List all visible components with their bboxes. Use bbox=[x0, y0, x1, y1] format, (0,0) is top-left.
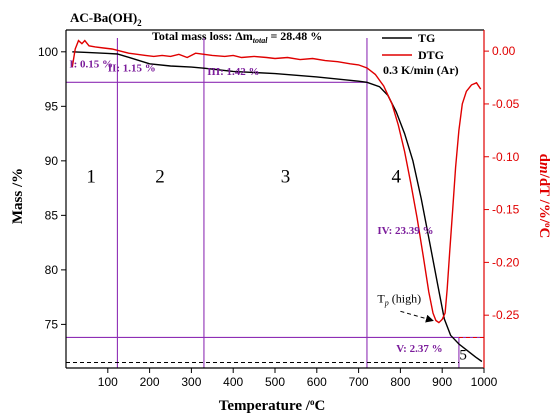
step-annotation: III: 1.42 % bbox=[207, 66, 259, 78]
x-tick-label: 700 bbox=[349, 375, 369, 389]
y-left-tick-label: 80 bbox=[45, 263, 59, 277]
peak-label-sub: p bbox=[384, 299, 389, 308]
x-tick-label: 200 bbox=[140, 375, 160, 389]
mass-loss-prefix: Total mass loss: Δm bbox=[152, 29, 253, 43]
y-left-axis-title: Mass /% bbox=[10, 168, 26, 224]
x-tick-label: 400 bbox=[223, 375, 243, 389]
y-right-axis-title: dm/dT /%/oC bbox=[536, 154, 550, 239]
peak-label-suffix: (high) bbox=[389, 292, 421, 306]
legend: TG DTG bbox=[382, 31, 444, 62]
peak-arrow bbox=[400, 310, 434, 323]
region-label: 1 bbox=[86, 167, 96, 188]
y-right-title-degree: o bbox=[543, 223, 550, 228]
y-right-title-unit: C bbox=[536, 228, 550, 239]
y-left-tick-label: 85 bbox=[45, 208, 59, 222]
heating-condition-label: 0.3 K/min (Ar) bbox=[383, 63, 459, 77]
y-left-tick-label: 100 bbox=[38, 45, 58, 59]
x-axis-title-degree: o bbox=[310, 397, 315, 407]
chart-title: AC-Ba(OH)2 bbox=[70, 10, 142, 28]
chart-title-sub: 2 bbox=[137, 18, 142, 28]
legend-tg-label: TG bbox=[418, 31, 435, 45]
x-axis-title: Temperature /oC bbox=[219, 397, 326, 414]
peak-label-main: T bbox=[377, 292, 385, 306]
y-right-title-m: m bbox=[536, 162, 550, 174]
y-left-tick-label: 95 bbox=[45, 99, 59, 113]
x-tick-label: 900 bbox=[432, 375, 452, 389]
axes: 100 200 300 400 500 600 700 800 900 1000 75 80 85 90 9… bbox=[38, 29, 520, 389]
x-tick-label: 300 bbox=[181, 375, 201, 389]
region-label-5: 5 bbox=[459, 347, 467, 363]
region-label: 4 bbox=[391, 167, 401, 188]
chart-title-main: AC-Ba(OH) bbox=[70, 10, 137, 25]
y-right-tick-label: -0.25 bbox=[492, 308, 520, 322]
x-axis-title-main: Temperature / bbox=[219, 398, 311, 414]
y-right-title-rest: /dT /%/ bbox=[536, 173, 550, 224]
mass-loss-sub: total bbox=[253, 36, 268, 45]
peak-temperature-label: Tp (high) bbox=[377, 292, 421, 308]
y-right-tick-label: -0.10 bbox=[492, 150, 520, 164]
annotations: 1 2 3 4 5 I: 0.15 %II: 1.15 % III: 1.42 % IV: 2… bbox=[69, 59, 467, 364]
x-tick-label: 500 bbox=[265, 375, 285, 389]
legend-dtg-label: DTG bbox=[418, 48, 444, 62]
y-right-tick-label: -0.20 bbox=[492, 255, 520, 269]
series-line-dtg bbox=[71, 39, 482, 324]
y-right-title-dm: d bbox=[536, 154, 550, 163]
x-tick-label: 800 bbox=[390, 375, 410, 389]
step-annotation: IV: 23.39 % bbox=[377, 225, 433, 237]
x-tick-label: 1000 bbox=[471, 375, 498, 389]
step-annotation: V: 2.37 % bbox=[396, 343, 442, 355]
series-lines bbox=[71, 39, 483, 363]
step-annotation: II: 1.15 % bbox=[108, 62, 156, 74]
y-right-tick-label: -0.05 bbox=[492, 97, 520, 111]
guide-lines bbox=[66, 38, 484, 368]
y-right-tick-label: 0.00 bbox=[492, 44, 516, 58]
region-label: 3 bbox=[281, 167, 291, 188]
region-label: 2 bbox=[155, 167, 165, 188]
y-right-tick-label: -0.15 bbox=[492, 203, 520, 217]
series-line-tg bbox=[72, 51, 483, 363]
total-mass-loss-annotation: Total mass loss: Δmtotal = 28.48 % bbox=[152, 29, 322, 45]
x-tick-label: 600 bbox=[307, 375, 327, 389]
y-left-tick-label: 75 bbox=[45, 317, 59, 331]
x-axis-title-unit: C bbox=[314, 398, 325, 414]
x-tick-label: 100 bbox=[98, 375, 118, 389]
mass-loss-suffix: = 28.48 % bbox=[267, 29, 322, 43]
y-left-tick-label: 90 bbox=[45, 154, 59, 168]
step-annotation: I: 0.15 % bbox=[69, 59, 113, 71]
